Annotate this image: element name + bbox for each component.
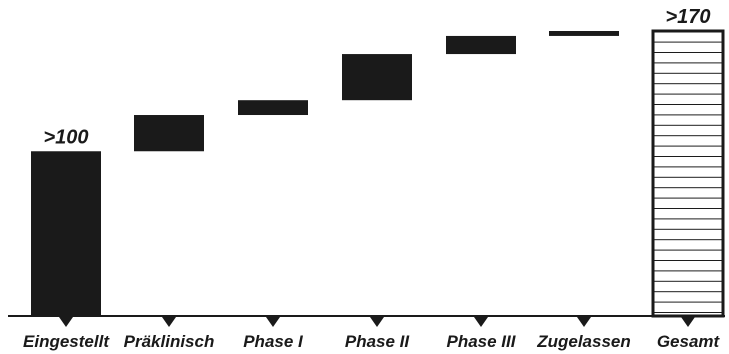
- tick-marker-phase-ii: [370, 317, 384, 327]
- bar-praklinisch: [134, 115, 204, 152]
- category-label-phase-iii: Phase III: [447, 332, 517, 351]
- tick-marker-phase-iii: [474, 317, 488, 327]
- category-label-phase-i: Phase I: [243, 332, 304, 351]
- category-label-zugelassen: Zugelassen: [536, 332, 631, 351]
- bar-phase-iii: [446, 35, 516, 55]
- category-label-gesamt: Gesamt: [657, 332, 721, 351]
- bar-zugelassen: [549, 31, 619, 36]
- bar-phase-ii: [342, 54, 412, 101]
- tick-marker-eingestellt: [59, 317, 73, 327]
- tick-marker-praklinisch: [162, 317, 176, 327]
- bar-gesamt: [651, 29, 725, 318]
- tick-marker-phase-i: [266, 317, 280, 327]
- category-label-phase-ii: Phase II: [345, 332, 411, 351]
- category-label-eingestellt: Eingestellt: [23, 332, 110, 351]
- tick-marker-zugelassen: [577, 317, 591, 327]
- bar-eingestellt: [31, 151, 101, 316]
- tick-marker-gesamt: [681, 317, 695, 327]
- bar-phase-i: [238, 100, 308, 116]
- data-label-eingestellt: >100: [43, 126, 88, 148]
- data-label-gesamt: >170: [665, 6, 710, 28]
- category-label-praklinisch: Präklinisch: [124, 332, 215, 351]
